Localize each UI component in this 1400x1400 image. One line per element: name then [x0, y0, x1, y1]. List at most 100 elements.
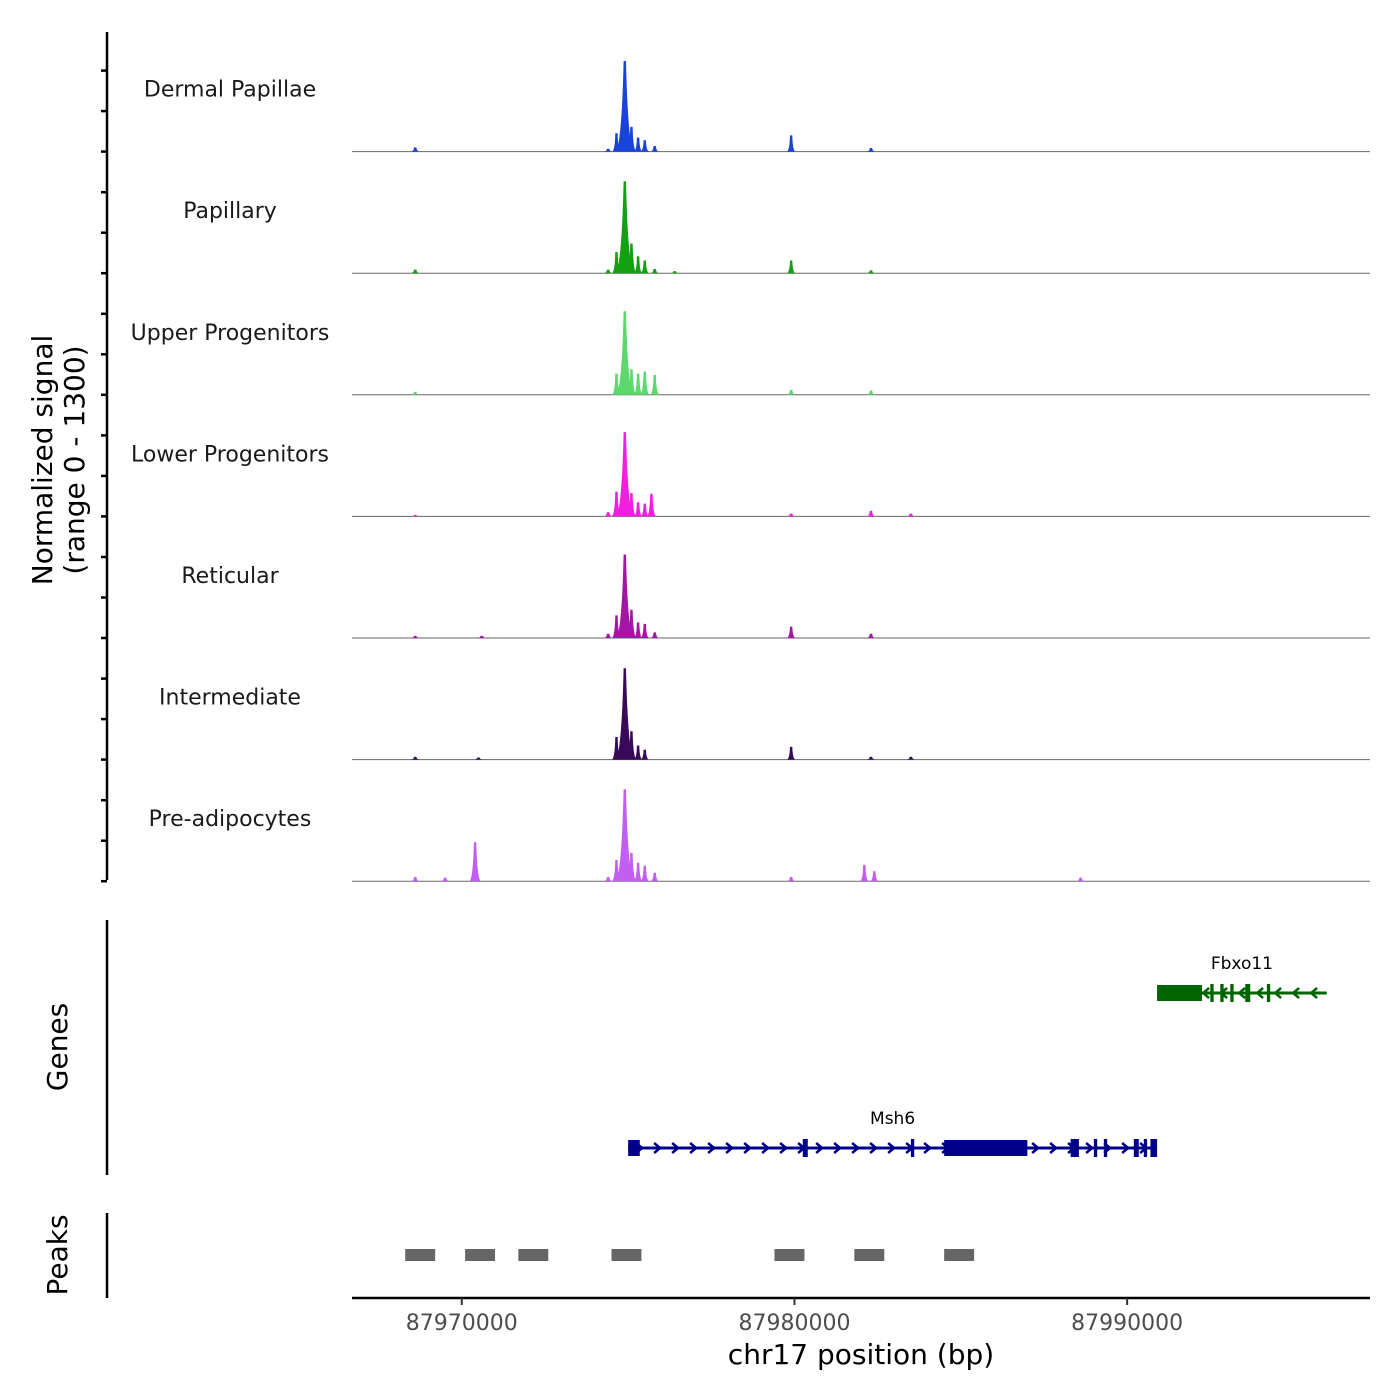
signal-peak: [411, 514, 420, 517]
signal-peak: [626, 731, 637, 760]
peak-region: [611, 1249, 642, 1261]
signal-peak: [640, 260, 649, 274]
signal-peak: [1076, 877, 1085, 882]
signal-peak: [634, 745, 643, 760]
exon: [1266, 984, 1271, 1002]
coverage-y-axis-ticks: [101, 69, 107, 883]
track-6: Pre-adipocytes: [149, 789, 1370, 882]
peak-region: [854, 1249, 885, 1261]
strand-arrow: [1255, 987, 1264, 999]
signal-peak: [866, 756, 875, 760]
signal-peak: [787, 260, 796, 274]
exon: [910, 1139, 915, 1157]
exon: [1133, 1139, 1139, 1157]
signal-peak: [634, 502, 643, 517]
signal-peak: [616, 554, 633, 638]
track-label: Lower Progenitors: [131, 442, 329, 467]
signal-peak: [626, 126, 636, 152]
signal-peak: [650, 145, 659, 152]
signal-peak: [787, 513, 796, 517]
strand-arrow: [1201, 987, 1210, 999]
signal-peak: [866, 633, 875, 638]
peak-regions-track: [405, 1249, 975, 1261]
exon: [944, 1140, 1028, 1156]
signal-peak: [626, 369, 636, 395]
peak-region: [518, 1249, 549, 1261]
strand-arrow: [689, 1142, 699, 1154]
strand-arrow: [743, 1142, 753, 1154]
exon: [1230, 984, 1234, 1002]
exon: [1220, 984, 1224, 1002]
strand-arrow: [923, 1142, 933, 1154]
x-axis-title: chr17 position (bp): [728, 1338, 994, 1371]
strand-arrow: [1031, 1142, 1041, 1154]
exon: [1143, 1139, 1148, 1157]
signal-peak: [626, 609, 637, 638]
signal-peak: [670, 271, 679, 274]
track-label: Dermal Papillae: [144, 78, 316, 103]
signal-peak: [616, 181, 634, 274]
signal-peak: [650, 268, 659, 274]
gene-annotation-track: Fbxo11 Msh6: [628, 954, 1327, 1157]
y-axis-title: Normalized signal (range 0 - 1300): [26, 335, 91, 586]
signal-peak: [640, 623, 649, 638]
signal-peak: [787, 389, 796, 395]
exon: [1103, 1139, 1108, 1157]
signal-peak: [627, 493, 636, 517]
signal-peak: [650, 632, 659, 638]
strand-arrow: [869, 1142, 879, 1154]
x-tick-label: 87990000: [1071, 1311, 1183, 1336]
signal-peak: [787, 876, 796, 882]
y-axis-title-line1: Normalized signal: [26, 335, 59, 586]
signal-peak: [866, 270, 875, 274]
track-1: Papillary: [183, 181, 1370, 274]
signal-peak: [411, 391, 420, 395]
strand-arrow: [707, 1142, 717, 1154]
signal-peak: [411, 756, 420, 760]
signal-peak: [860, 864, 869, 882]
exon: [1150, 1139, 1158, 1157]
strand-arrow: [779, 1142, 789, 1154]
strand-arrow: [1273, 987, 1282, 999]
track-5: Intermediate: [159, 668, 1370, 761]
signal-peak: [866, 390, 875, 395]
exon: [1157, 985, 1202, 1001]
signal-peak: [787, 746, 796, 760]
gene-label: Msh6: [870, 1109, 915, 1129]
track-label: Upper Progenitors: [131, 321, 330, 346]
gene-label: Fbxo11: [1211, 954, 1273, 974]
track-label: Intermediate: [159, 686, 301, 711]
signal-peak: [650, 374, 659, 395]
signal-peak: [474, 757, 483, 760]
signal-peak: [647, 493, 656, 517]
signal-peak: [604, 633, 613, 638]
track-0: Dermal Papillae: [144, 61, 1370, 153]
signal-peak: [634, 137, 643, 152]
strand-arrow: [851, 1142, 861, 1154]
strand-arrow: [725, 1142, 735, 1154]
peak-region: [944, 1249, 975, 1261]
y-axis-title-line2: (range 0 - 1300): [58, 345, 91, 574]
track-3: Lower Progenitors: [131, 432, 1370, 517]
signal-peak: [870, 871, 879, 882]
strand-arrow: [761, 1142, 771, 1154]
strand-arrow: [833, 1142, 843, 1154]
signal-peak: [411, 269, 420, 274]
exon: [1245, 984, 1251, 1002]
signal-peak: [616, 432, 633, 517]
strand-arrow: [887, 1142, 897, 1154]
signal-peak: [626, 852, 637, 882]
signal-peak: [640, 371, 650, 395]
signal-peak: [906, 513, 915, 517]
signal-peak: [787, 135, 796, 152]
track-4: Reticular: [181, 554, 1370, 639]
exon: [1210, 984, 1214, 1002]
signal-peak: [640, 503, 649, 517]
strand-arrow: [1085, 1142, 1095, 1154]
signal-peak: [787, 626, 796, 638]
signal-peak: [640, 749, 649, 760]
gene-fbxo11: Fbxo11: [1157, 954, 1327, 1002]
signal-peak: [411, 147, 420, 152]
signal-peak: [906, 756, 915, 760]
